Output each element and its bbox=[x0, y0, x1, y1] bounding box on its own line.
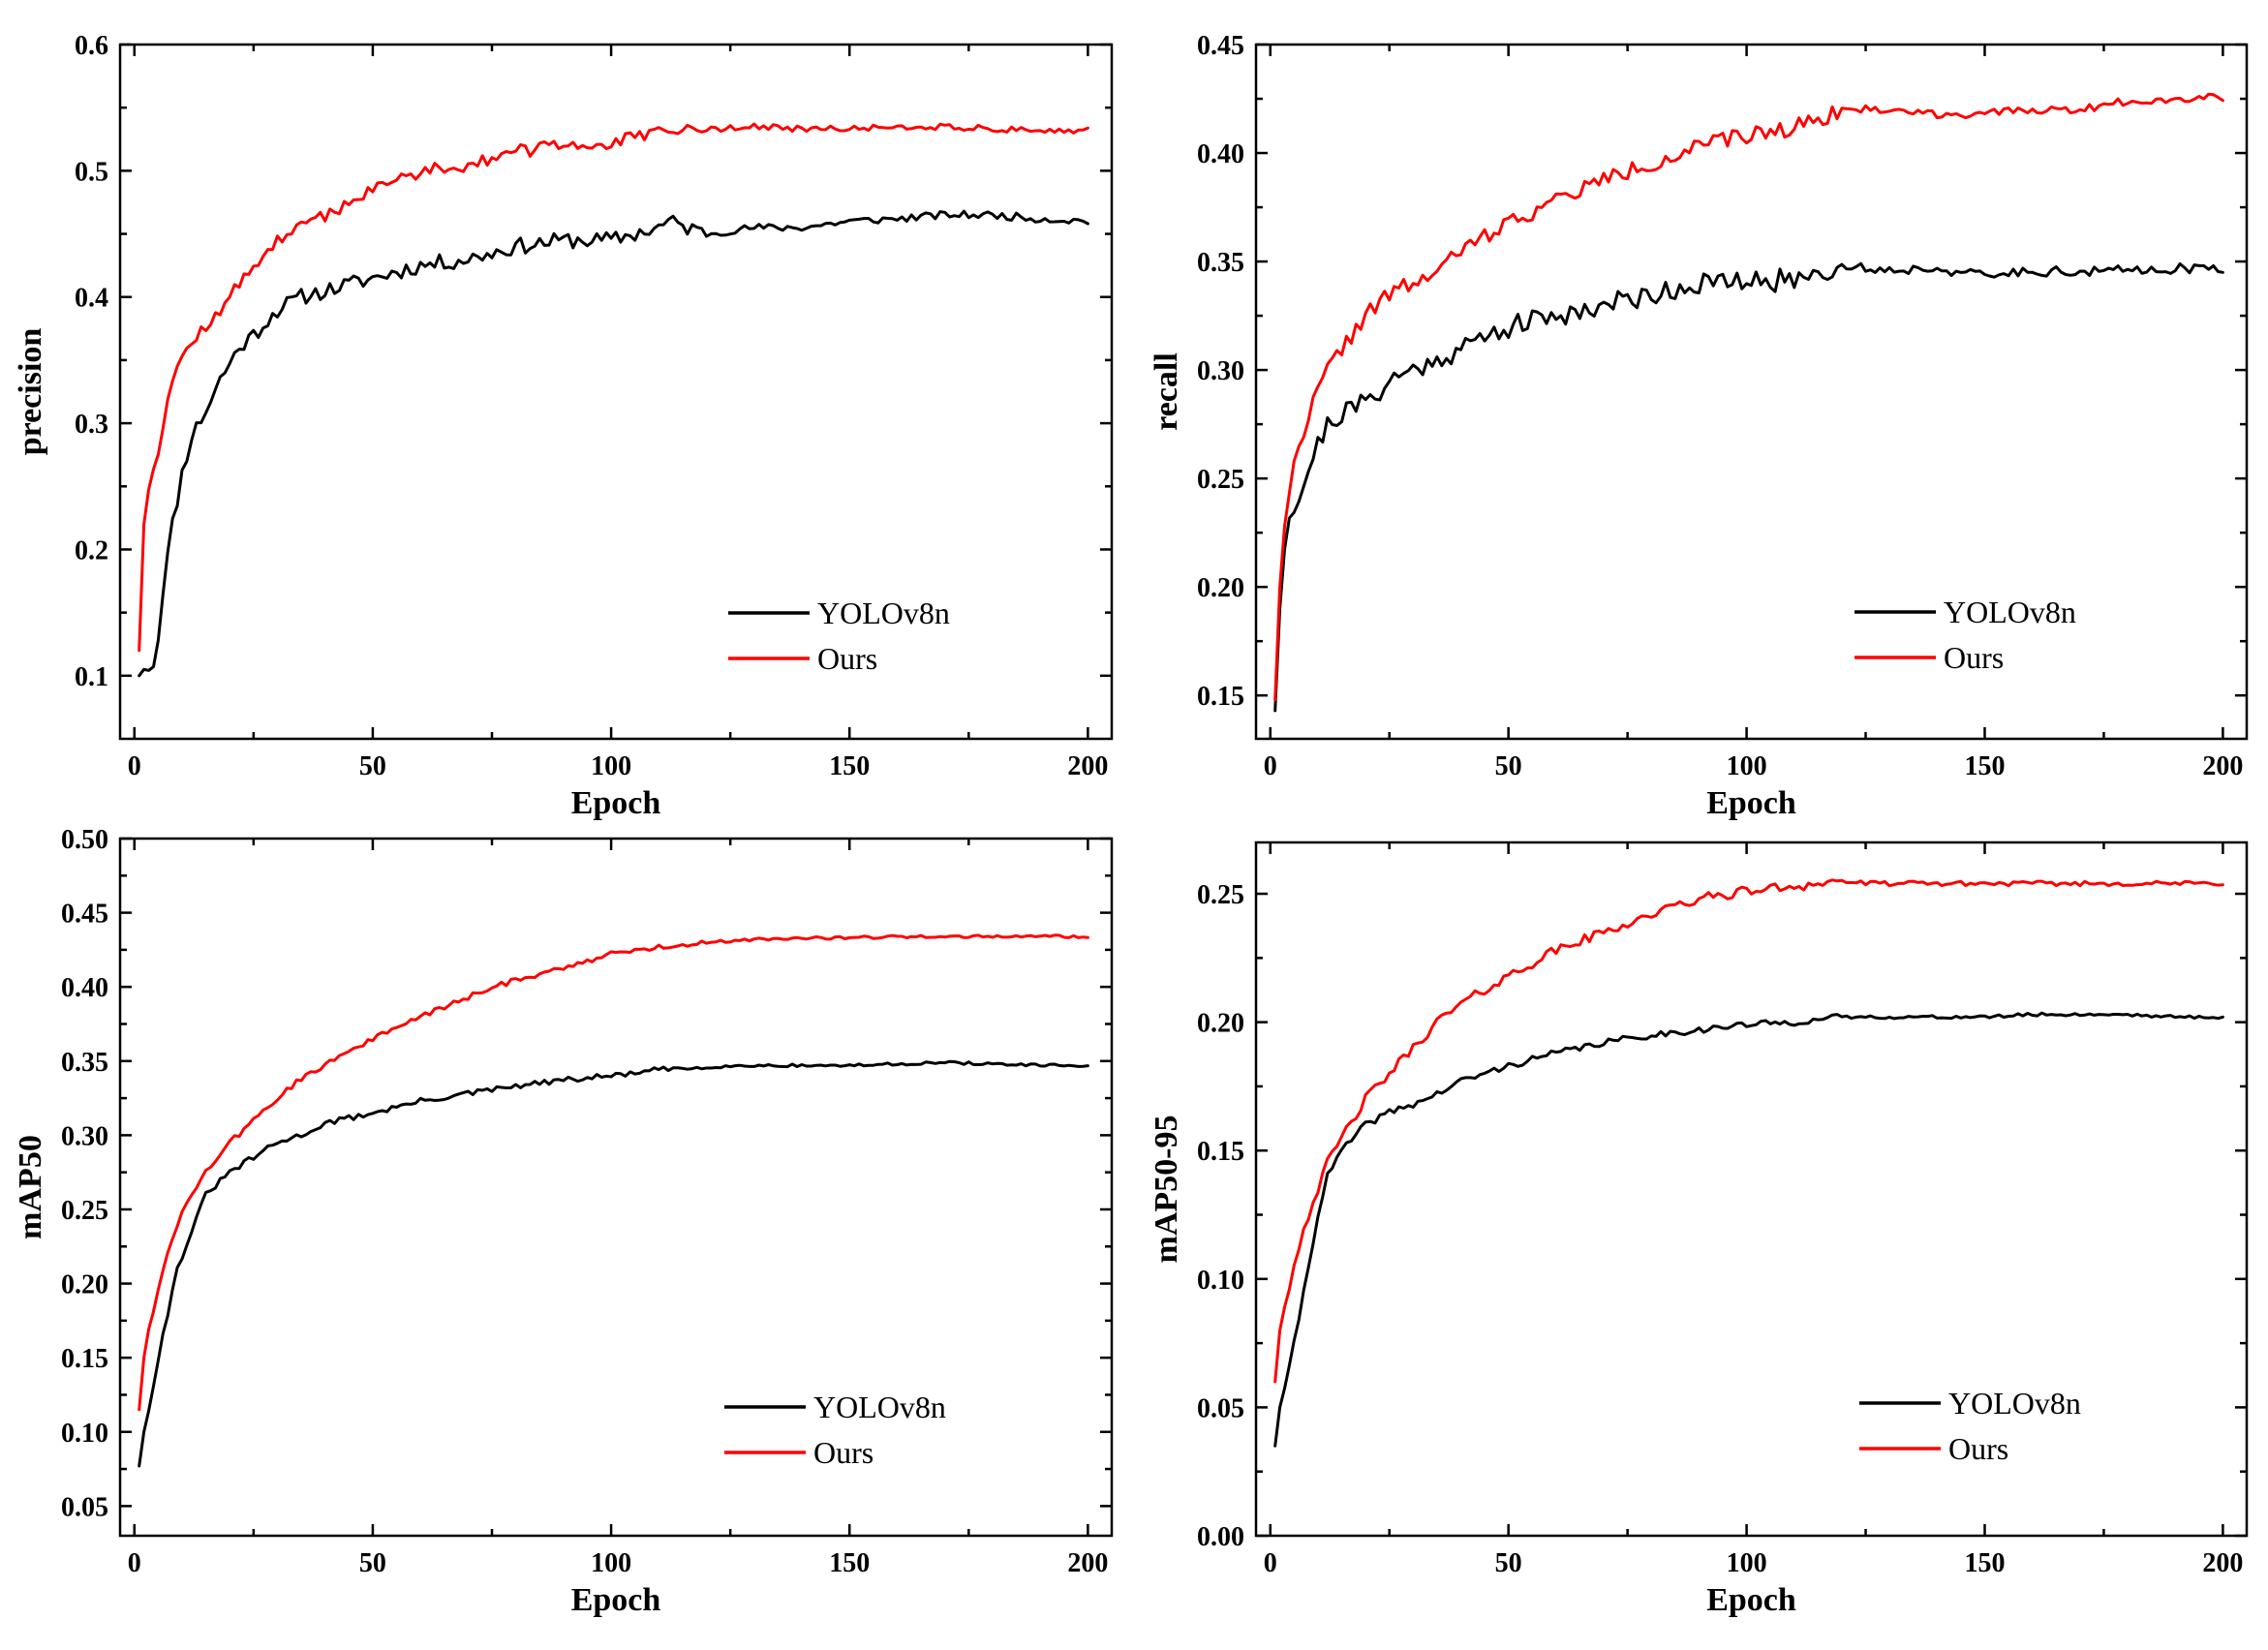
series-line-yolov8n bbox=[1273, 261, 2224, 713]
y-tick-label: 0.45 bbox=[1197, 31, 1244, 61]
legend-label-yolov8n: YOLOv8n bbox=[813, 1390, 946, 1424]
x-tick-label: 150 bbox=[829, 751, 870, 781]
plot-frame bbox=[1254, 43, 2249, 741]
y-tick-label: 0.15 bbox=[61, 1344, 108, 1374]
x-tick-label: 100 bbox=[591, 751, 631, 781]
y-tick-label: 0.30 bbox=[1197, 356, 1244, 386]
x-tick-label: 50 bbox=[359, 751, 386, 781]
series-line-yolov8n bbox=[138, 1059, 1089, 1468]
y-tick-label: 0.20 bbox=[1197, 1009, 1244, 1039]
y-tick-label: 0.25 bbox=[1197, 465, 1244, 495]
y-axis-title: recall bbox=[1149, 352, 1184, 431]
y-tick-label: 0.5 bbox=[75, 157, 108, 187]
x-tick-label: 200 bbox=[2202, 751, 2243, 781]
y-axis-title: precision bbox=[13, 328, 48, 456]
chart-panel-2: 0 50 100 150 200 0.15 0.20 0.25 0.30 0.35 0.40 0.45… bbox=[1149, 31, 2249, 821]
y-tick-label: 0.00 bbox=[1197, 1522, 1244, 1552]
series-line-ours bbox=[138, 933, 1089, 1412]
chart-panel-3: 0 50 100 150 200 0.05 0.10 0.15 0.20 0.25 0.30 0.35… bbox=[13, 825, 1114, 1618]
x-tick-label: 0 bbox=[1264, 751, 1277, 781]
x-axis-title: Epoch bbox=[571, 785, 661, 821]
x-tick-label: 0 bbox=[1264, 1548, 1277, 1578]
y-tick-label: 0.40 bbox=[1197, 139, 1244, 169]
legend: YOLOv8n Ours bbox=[1854, 595, 2076, 675]
y-tick-label: 0.15 bbox=[1197, 682, 1244, 712]
legend: YOLOv8n Ours bbox=[724, 1390, 946, 1470]
legend: YOLOv8n Ours bbox=[1859, 1386, 2081, 1466]
series-line-yolov8n bbox=[138, 209, 1089, 678]
y-tick-label: 0.2 bbox=[75, 535, 108, 565]
y-tick-label: 0.05 bbox=[61, 1492, 108, 1522]
x-tick-label: 200 bbox=[1067, 751, 1108, 781]
x-tick-label: 200 bbox=[2202, 1548, 2243, 1578]
x-tick-label: 0 bbox=[128, 1548, 141, 1578]
series-line-ours bbox=[1273, 92, 2224, 702]
x-axis-title: Epoch bbox=[1706, 1582, 1796, 1618]
y-tick-label: 0.50 bbox=[61, 825, 108, 855]
series-line-yolov8n bbox=[1273, 1011, 2224, 1448]
x-tick-label: 50 bbox=[359, 1548, 386, 1578]
y-tick-label: 0.20 bbox=[61, 1270, 108, 1300]
x-tick-label: 100 bbox=[1727, 751, 1767, 781]
legend-label-ours: Ours bbox=[813, 1435, 873, 1470]
y-tick-label: 0.1 bbox=[75, 662, 108, 692]
x-tick-label: 50 bbox=[1495, 1548, 1522, 1578]
y-tick-label: 0.15 bbox=[1197, 1137, 1244, 1167]
y-tick-label: 0.6 bbox=[75, 31, 108, 61]
legend-label-yolov8n: YOLOv8n bbox=[1948, 1386, 2081, 1421]
y-tick-label: 0.35 bbox=[1197, 248, 1244, 278]
y-tick-label: 0.20 bbox=[1197, 573, 1244, 603]
legend-label-yolov8n: YOLOv8n bbox=[817, 596, 950, 630]
plot-frame bbox=[118, 43, 1114, 741]
y-tick-label: 0.10 bbox=[1197, 1266, 1244, 1296]
x-tick-label: 50 bbox=[1495, 751, 1522, 781]
plot-frame bbox=[1254, 840, 2249, 1538]
y-tick-label: 0.40 bbox=[61, 973, 108, 1003]
series-line-ours bbox=[1273, 878, 2224, 1384]
x-axis-title: Epoch bbox=[1706, 785, 1796, 821]
chart-panel-4: 0 50 100 150 200 0.00 0.05 0.10 0.15 0.20 0.25 Epoc… bbox=[1149, 840, 2249, 1618]
y-axis-title: mAP50-95 bbox=[1149, 1115, 1184, 1264]
legend-label-ours: Ours bbox=[1948, 1431, 2008, 1466]
legend: YOLOv8n Ours bbox=[728, 596, 950, 676]
y-tick-label: 0.45 bbox=[61, 900, 108, 930]
y-tick-label: 0.25 bbox=[1197, 880, 1244, 910]
y-tick-label: 0.05 bbox=[1197, 1393, 1244, 1423]
legend-label-ours: Ours bbox=[1944, 640, 2004, 675]
plot-frame bbox=[118, 837, 1114, 1538]
x-tick-label: 200 bbox=[1067, 1548, 1108, 1578]
x-tick-label: 150 bbox=[1964, 751, 2005, 781]
x-tick-label: 0 bbox=[128, 751, 141, 781]
y-tick-label: 0.25 bbox=[61, 1196, 108, 1226]
legend-label-yolov8n: YOLOv8n bbox=[1944, 595, 2076, 629]
legend-label-ours: Ours bbox=[817, 641, 877, 676]
series-line-ours bbox=[138, 122, 1089, 653]
y-tick-label: 0.4 bbox=[75, 284, 108, 314]
x-tick-label: 150 bbox=[1964, 1548, 2005, 1578]
x-axis-title: Epoch bbox=[571, 1582, 661, 1618]
chart-panel-1: 0 50 100 150 200 0.1 0.2 0.3 0.4 0.5 0.6 Epoch preci… bbox=[13, 31, 1114, 821]
x-tick-label: 100 bbox=[591, 1548, 631, 1578]
x-tick-label: 150 bbox=[829, 1548, 870, 1578]
y-tick-label: 0.30 bbox=[61, 1121, 108, 1151]
y-tick-label: 0.10 bbox=[61, 1419, 108, 1449]
x-tick-label: 100 bbox=[1727, 1548, 1767, 1578]
y-tick-label: 0.35 bbox=[61, 1048, 108, 1078]
y-tick-label: 0.3 bbox=[75, 410, 108, 440]
y-axis-title: mAP50 bbox=[13, 1135, 48, 1239]
